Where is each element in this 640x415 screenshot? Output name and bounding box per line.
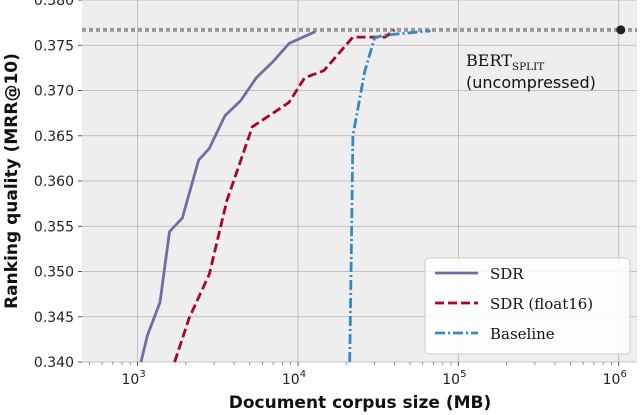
y-tick-label: 0.365: [34, 129, 74, 145]
x-tick-label: 104: [282, 369, 306, 388]
y-axis-title: Ranking quality (MRR@10): [2, 53, 22, 309]
y-tick-label: 0.355: [34, 219, 74, 235]
legend: SDR SDR (float16) Baseline: [424, 257, 631, 355]
legend-label-sdr-float16: SDR (float16): [490, 295, 593, 313]
x-axis-ticks: 103 104 105 106: [122, 362, 627, 388]
legend-box: [424, 257, 631, 355]
reference-marker: [616, 25, 626, 35]
x-tick-exponent: 4: [300, 369, 306, 380]
x-tick-exponent: 6: [620, 369, 626, 380]
y-tick-label: 0.375: [34, 38, 74, 54]
x-axis-title: Document corpus size (MB): [229, 393, 492, 413]
y-tick-label: 0.340: [34, 355, 74, 371]
y-axis-ticks: 0.340 0.345 0.350 0.355 0.360 0.365 0.370 0.375…: [34, 0, 82, 371]
x-tick-exponent: 3: [139, 369, 145, 380]
y-tick-label: 0.360: [34, 174, 74, 190]
legend-label-sdr: SDR: [490, 265, 524, 283]
reference-note: (uncompressed): [466, 73, 596, 92]
y-tick-label: 0.370: [34, 84, 74, 100]
x-tick-label: 105: [442, 369, 466, 388]
series-lines: [139, 28, 431, 363]
y-tick-label: 0.345: [34, 310, 74, 326]
x-tick-label: 106: [603, 369, 627, 388]
y-tick-label: 0.380: [34, 0, 74, 9]
reference-line: [82, 25, 637, 35]
series-line-1: [173, 28, 396, 363]
reference-label: BERTSPLIT: [466, 51, 544, 73]
reference-annotation: BERTSPLIT (uncompressed): [466, 51, 596, 92]
x-minor-ticks: [88, 362, 612, 365]
series-line-0: [139, 30, 316, 363]
series-line-2: [348, 29, 431, 363]
x-tick-exponent: 5: [460, 369, 466, 380]
y-tick-label: 0.350: [34, 265, 74, 281]
legend-label-baseline: Baseline: [490, 325, 555, 343]
x-tick-label: 103: [122, 369, 146, 388]
